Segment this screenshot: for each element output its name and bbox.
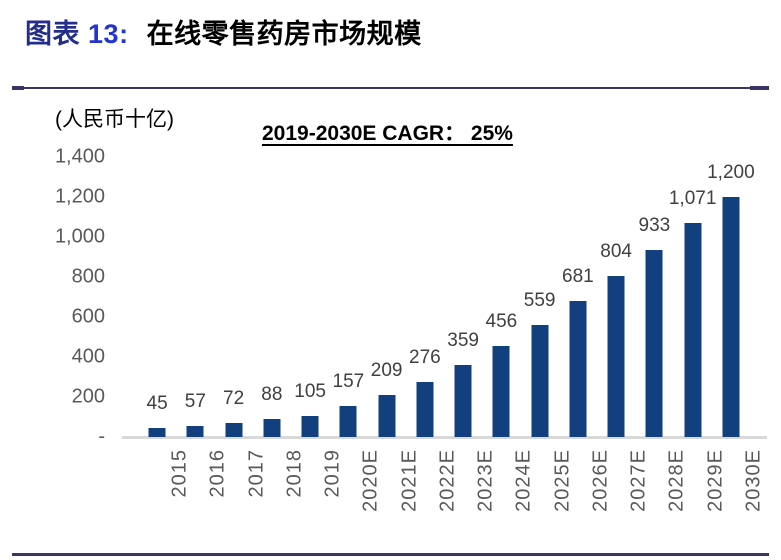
bar: [492, 346, 510, 437]
bottom-border-line: [12, 553, 769, 556]
x-tick-label: 2021E: [398, 449, 421, 512]
value-label: 105: [294, 381, 326, 402]
figure-title: 在线零售药房市场规模: [146, 19, 422, 49]
cagr-annotation: 2019-2030E CAGR： 25%: [262, 122, 513, 145]
x-tick-label: 2023E: [474, 449, 497, 512]
x-tick-label: 2015: [168, 449, 191, 498]
value-label: 209: [370, 360, 403, 381]
value-label: 559: [523, 290, 556, 311]
bar-column: 105 2019: [291, 157, 343, 498]
x-tick-label: 2025E: [551, 449, 574, 512]
bar: [569, 301, 587, 437]
x-tick-label: 2018: [283, 449, 306, 498]
bar-column: 1,200 2030E: [707, 157, 764, 512]
value-label: 88: [261, 384, 283, 405]
bar: [416, 382, 434, 437]
x-tick-label: 2016: [206, 449, 229, 498]
value-label: 157: [332, 371, 365, 392]
y-tick-label: 800: [71, 265, 105, 288]
bar-column: 45 2015: [138, 157, 191, 498]
bar-column: 456 2024E: [482, 157, 535, 512]
bar: [225, 423, 243, 437]
value-label: 1,071: [668, 188, 717, 209]
bar-column: 359 2023E: [444, 157, 496, 512]
top-border-line: [12, 86, 769, 90]
figure-header: 图表 13: 在线零售药房市场规模: [25, 12, 422, 51]
value-label: 72: [223, 388, 245, 409]
value-label: 359: [447, 330, 479, 351]
y-tick-label: 200: [71, 385, 105, 408]
bar-column: 559 2025E: [521, 157, 573, 512]
y-tick-label: 1,400: [54, 145, 105, 168]
x-axis-line: [122, 436, 767, 439]
x-tick-label: 2026E: [589, 449, 612, 512]
x-tick-label: 2027E: [627, 449, 650, 512]
bar: [301, 416, 319, 437]
y-axis: 1,400 1,200 1,000 800 600 400 200 -: [0, 146, 105, 448]
bar: [722, 197, 740, 437]
bar: [607, 276, 625, 437]
value-label: 681: [562, 266, 594, 287]
bar: [263, 419, 281, 437]
bar-column: 72 2017: [215, 157, 267, 498]
bar: [454, 365, 472, 437]
bar-column: 933 2028E: [635, 157, 688, 512]
figure-number: 13:: [88, 19, 137, 49]
bar-column: 1,071 2029E: [669, 157, 726, 512]
y-axis-unit-label: (人民币十亿): [55, 108, 174, 131]
x-tick-label: 2020E: [359, 449, 382, 512]
bar-column: 88 2018: [253, 157, 305, 498]
value-label: 1,200: [707, 162, 755, 183]
bar: [339, 406, 357, 437]
value-label: 933: [638, 215, 671, 236]
figure-label: 图表: [25, 19, 80, 49]
value-label: 804: [600, 241, 632, 262]
bar-chart-plot-area: 45 2015 57 2016 72 2017 88 2018 105 2019 157 2020E 2…: [138, 157, 765, 512]
x-tick-label: 2024E: [512, 449, 535, 512]
figure-number-text: 13: [88, 19, 120, 49]
bar: [645, 250, 663, 437]
bar-column: 276 2022E: [406, 157, 458, 512]
bar: [684, 223, 702, 437]
value-label: 45: [146, 393, 168, 414]
value-label: 456: [485, 311, 518, 332]
bar: [148, 428, 166, 437]
x-tick-label: 2029E: [704, 449, 727, 512]
value-label: 276: [409, 347, 441, 368]
x-tick-label: 2017: [245, 449, 268, 498]
bar-column: 57 2016: [176, 157, 229, 498]
y-tick-label: 400: [71, 345, 105, 368]
bar: [186, 426, 204, 437]
bar-column: 209 2021E: [368, 157, 420, 512]
y-tick-label: 600: [71, 305, 105, 328]
bar-column: 681 2026E: [559, 157, 611, 512]
y-tick-label: 1,000: [54, 225, 105, 248]
x-tick-label: 2019: [321, 449, 344, 498]
y-tick-label: -: [98, 425, 105, 448]
bar-column: 804 2027E: [597, 157, 649, 512]
bar-column: 157 2020E: [329, 157, 382, 512]
bar: [531, 325, 549, 437]
value-label: 57: [184, 391, 206, 412]
x-tick-label: 2028E: [665, 449, 688, 512]
bar: [378, 395, 396, 437]
x-tick-label: 2022E: [436, 449, 459, 512]
x-tick-label: 2030E: [742, 449, 765, 512]
figure-number-separator: :: [119, 19, 129, 49]
y-tick-label: 1,200: [54, 185, 105, 208]
